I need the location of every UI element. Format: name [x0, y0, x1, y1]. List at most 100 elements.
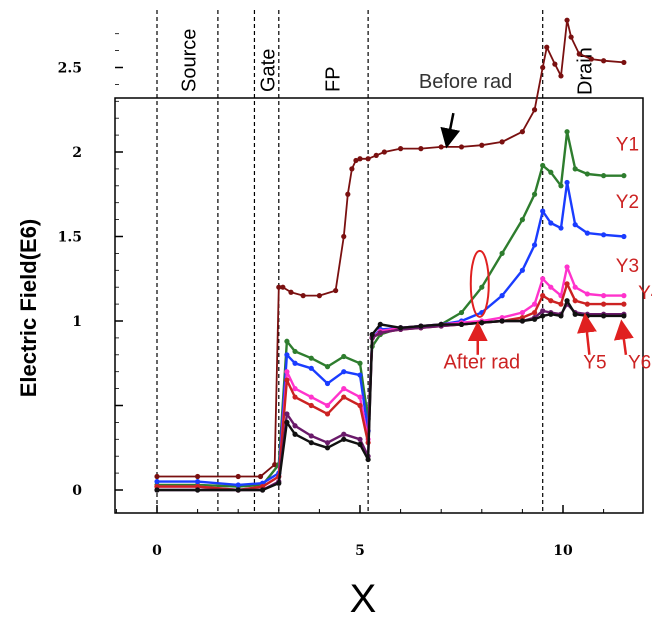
series-point [458, 321, 465, 327]
series-point [499, 250, 505, 256]
series-point [292, 423, 298, 429]
series-point [544, 44, 550, 50]
series-point [519, 267, 526, 273]
series-point [499, 293, 505, 299]
series-point [357, 402, 363, 409]
series-point [601, 232, 607, 238]
series-point [369, 331, 375, 338]
series-point [398, 146, 404, 152]
series-point [195, 487, 201, 493]
series-point [601, 301, 607, 307]
series-point [558, 225, 564, 231]
series-point [519, 217, 526, 223]
series-point [357, 372, 363, 378]
series-point [373, 152, 379, 158]
series-point [308, 433, 314, 439]
series-point [308, 365, 314, 371]
series-point [308, 440, 314, 446]
series-point [154, 478, 160, 485]
series-point [284, 369, 290, 375]
series-point [531, 191, 538, 197]
series-point [357, 436, 363, 442]
before-rad-arrow [440, 112, 461, 149]
series-point [564, 298, 570, 304]
series-point [519, 318, 526, 324]
series-point [276, 480, 282, 486]
series-point [324, 440, 331, 446]
series-point [341, 394, 347, 400]
series-line-y1 [157, 130, 624, 488]
series-point [300, 293, 306, 299]
series-point [349, 166, 355, 172]
after-rad-highlight-ellipse [469, 249, 490, 318]
series-point [284, 377, 290, 383]
series-point [558, 183, 564, 189]
series-point [458, 144, 465, 150]
series-point [324, 445, 331, 451]
series-line-y2 [157, 181, 625, 487]
series-point [548, 284, 554, 290]
series-point [292, 386, 298, 392]
series-point [564, 264, 570, 270]
series-point [284, 419, 290, 425]
series-point [531, 309, 538, 316]
after-rad-label: After rad [443, 351, 520, 373]
series-point [572, 222, 578, 228]
region-label-source: Source [178, 29, 200, 92]
series-point [377, 330, 383, 336]
series-point [284, 352, 290, 358]
series-point [621, 293, 627, 299]
series-point [259, 487, 266, 493]
y-tick-label: 2 [72, 145, 82, 161]
series-point [572, 298, 578, 304]
plot-area: SourceGateFPDrain0510011.522.5Y1Y2Y3Y4Y5… [58, 10, 652, 559]
series-point [341, 353, 347, 360]
x-tick-label: 0 [152, 543, 162, 559]
series-point [572, 166, 578, 172]
series-point [558, 313, 564, 319]
series-point [540, 308, 546, 314]
series-point [584, 291, 590, 297]
series-point [584, 171, 590, 177]
series-point [479, 142, 485, 148]
series-point [601, 173, 607, 179]
series-point [284, 338, 290, 344]
series-point [621, 233, 627, 240]
series-label-y3: Y3 [616, 256, 639, 277]
series-point [195, 473, 201, 480]
series-point [418, 323, 424, 329]
series-point [548, 169, 554, 175]
series-point [195, 478, 201, 485]
series-point [572, 311, 578, 317]
series-point [499, 318, 505, 324]
y-tick-label: 2.5 [58, 61, 82, 77]
series-point [276, 284, 282, 290]
series-point [531, 301, 538, 307]
series-point [316, 293, 322, 299]
series-point [381, 149, 387, 155]
x-tick-label: 5 [355, 543, 365, 559]
series-label-y5: Y5 [583, 352, 606, 373]
series-point [576, 51, 582, 57]
series-label-y4: Y4 [638, 283, 652, 304]
series-point [357, 156, 363, 162]
series-point [345, 191, 351, 197]
series-point [357, 394, 363, 400]
series-point [353, 157, 359, 164]
series-point [548, 220, 554, 226]
series-point [341, 431, 347, 437]
series-point [365, 456, 371, 463]
series-point [499, 139, 505, 145]
series-point [540, 313, 546, 319]
series-point [531, 107, 538, 113]
series-point [154, 487, 160, 493]
series-point [531, 242, 538, 248]
series-point [588, 56, 595, 62]
series-point [292, 394, 298, 400]
series-point [621, 313, 627, 319]
series-line-y5 [157, 302, 624, 492]
series-point [458, 309, 465, 316]
series-point [479, 320, 485, 326]
series-point [558, 301, 564, 307]
series-point [308, 355, 314, 361]
